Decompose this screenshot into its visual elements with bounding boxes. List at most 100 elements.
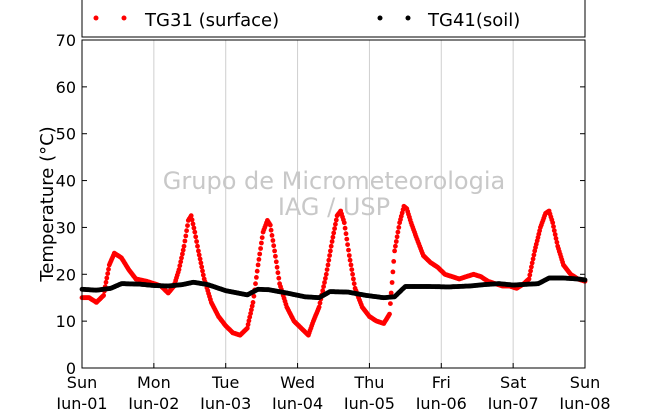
data-point <box>249 307 254 313</box>
legend-marker-soil <box>377 15 383 21</box>
x-tick-label-date: Jun-02 <box>127 394 179 409</box>
data-point <box>392 248 397 254</box>
data-point <box>333 217 339 223</box>
data-point <box>103 279 109 285</box>
data-point <box>271 243 277 249</box>
data-point <box>531 252 537 258</box>
legend-marker-surface <box>121 15 127 21</box>
series-soil <box>79 275 588 301</box>
data-point <box>255 262 261 268</box>
y-axis: 0 10 20 30 40 50 60 70 <box>56 31 585 378</box>
data-point <box>333 221 338 227</box>
data-point <box>251 293 257 299</box>
data-point <box>388 301 393 306</box>
data-point <box>328 243 334 249</box>
legend-marker-surface <box>93 15 99 21</box>
data-point <box>182 238 188 244</box>
x-tick-label-date: Jun-05 <box>343 394 395 409</box>
data-point <box>323 271 329 277</box>
data-point <box>328 248 333 254</box>
data-point <box>196 252 202 258</box>
data-point <box>321 284 326 289</box>
data-point <box>275 270 281 276</box>
data-point <box>257 251 263 257</box>
data-point <box>104 275 110 281</box>
data-point <box>346 253 352 258</box>
data-point <box>396 225 402 230</box>
data-point <box>192 229 198 235</box>
data-point <box>394 234 400 240</box>
x-tick-label-day: Fri <box>432 373 451 392</box>
y-tick-label: 10 <box>56 312 76 331</box>
y-tick-label: 60 <box>56 78 76 97</box>
data-point <box>256 257 262 262</box>
x-tick-label-day: Sat <box>500 373 526 392</box>
data-point <box>274 264 280 270</box>
series-surface <box>79 203 588 338</box>
data-point <box>344 236 350 242</box>
x-tick-label-day: Mon <box>137 373 171 392</box>
data-point <box>244 325 250 331</box>
y-tick-label: 30 <box>56 218 76 237</box>
data-point <box>331 230 337 236</box>
data-point <box>527 272 533 278</box>
data-point <box>245 322 251 327</box>
data-point <box>552 232 558 237</box>
data-point <box>323 276 328 281</box>
data-point <box>273 259 279 265</box>
x-tick-label-date: Jun-07 <box>487 394 539 409</box>
data-point <box>346 247 351 253</box>
data-point <box>325 262 331 268</box>
watermark-line-1: Grupo de Micrometeorologia <box>163 167 505 195</box>
data-point <box>185 223 190 229</box>
data-point <box>342 225 348 231</box>
data-point <box>249 303 255 309</box>
data-point <box>250 300 256 305</box>
data-point <box>105 271 111 276</box>
data-point <box>530 256 536 262</box>
data-point <box>106 266 111 272</box>
data-point <box>180 247 186 253</box>
watermark-line-2: IAG / USP <box>278 193 390 221</box>
data-point <box>320 288 326 294</box>
data-point <box>188 213 194 219</box>
data-point <box>526 276 532 282</box>
data-point <box>349 267 355 272</box>
data-point <box>341 220 347 226</box>
data-point <box>247 314 253 320</box>
data-point <box>259 240 264 246</box>
data-point <box>197 256 203 262</box>
data-point <box>343 231 349 237</box>
x-tick-label-date: Jun-08 <box>558 394 610 409</box>
data-point <box>273 253 278 259</box>
y-tick-label: 70 <box>56 31 76 50</box>
data-point <box>190 221 196 227</box>
data-point <box>347 257 353 263</box>
data-point <box>351 281 357 287</box>
data-point <box>529 260 535 266</box>
data-point <box>176 267 182 272</box>
data-point <box>184 228 190 234</box>
data-point <box>179 255 184 261</box>
data-point <box>529 264 534 270</box>
data-point <box>324 267 330 272</box>
data-point <box>191 225 197 231</box>
data-point <box>269 233 275 238</box>
data-point <box>177 263 183 269</box>
data-point <box>178 259 184 265</box>
data-point <box>258 246 263 251</box>
data-point <box>253 281 258 287</box>
data-point <box>528 268 533 274</box>
x-tick-label-date: Jun-01 <box>55 394 107 409</box>
x-tick-label-day: Sun <box>570 373 600 392</box>
data-point <box>327 253 332 258</box>
data-point <box>393 239 399 244</box>
x-tick-label-day: Wed <box>280 373 315 392</box>
data-point <box>194 239 200 244</box>
data-point <box>554 239 560 245</box>
data-point <box>195 243 200 249</box>
data-point <box>196 248 201 254</box>
x-tick-label-date: Jun-04 <box>271 394 323 409</box>
data-point <box>387 311 392 317</box>
